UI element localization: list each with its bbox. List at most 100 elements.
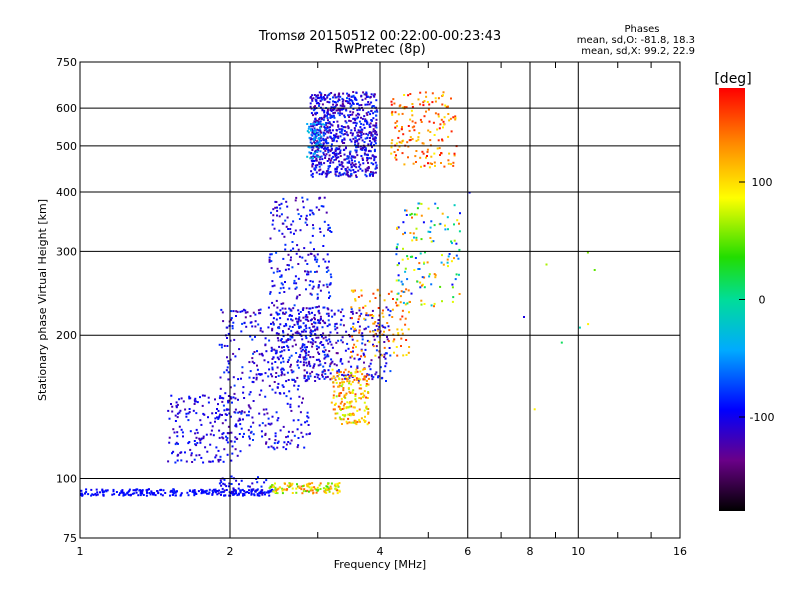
data-point bbox=[338, 385, 341, 388]
data-point bbox=[363, 146, 366, 149]
data-point bbox=[436, 147, 439, 150]
data-point bbox=[307, 273, 310, 276]
data-point bbox=[325, 271, 328, 273]
data-point bbox=[228, 412, 231, 415]
data-point bbox=[454, 115, 457, 118]
data-point bbox=[275, 251, 278, 254]
data-point bbox=[251, 360, 254, 363]
data-point bbox=[321, 98, 324, 101]
data-point bbox=[319, 150, 322, 153]
data-point bbox=[103, 490, 105, 493]
data-point bbox=[441, 138, 443, 141]
data-point bbox=[323, 491, 326, 494]
data-point bbox=[358, 161, 360, 164]
data-point bbox=[375, 126, 378, 129]
data-point bbox=[315, 157, 318, 160]
data-point bbox=[306, 123, 309, 125]
data-point bbox=[322, 205, 325, 208]
data-point bbox=[273, 284, 276, 287]
data-point bbox=[287, 346, 290, 349]
data-point bbox=[362, 162, 365, 165]
data-point bbox=[356, 370, 359, 373]
data-point bbox=[415, 150, 418, 152]
data-point bbox=[260, 491, 263, 494]
data-point bbox=[364, 348, 367, 351]
data-point bbox=[228, 482, 231, 485]
data-point bbox=[270, 260, 273, 263]
data-point bbox=[289, 403, 292, 406]
data-point bbox=[359, 384, 362, 386]
data-point bbox=[324, 154, 327, 157]
data-point bbox=[320, 155, 323, 158]
data-point bbox=[328, 291, 330, 294]
data-point bbox=[329, 340, 332, 343]
data-point bbox=[334, 101, 337, 104]
data-point bbox=[395, 346, 398, 348]
data-point bbox=[338, 164, 341, 167]
data-point bbox=[430, 155, 433, 158]
data-point bbox=[284, 219, 287, 222]
data-point bbox=[355, 117, 358, 120]
data-point bbox=[227, 425, 230, 428]
data-point bbox=[344, 126, 347, 129]
data-point bbox=[367, 392, 370, 394]
data-point bbox=[282, 360, 285, 363]
data-point bbox=[311, 338, 314, 341]
data-point bbox=[390, 152, 393, 155]
data-point bbox=[128, 488, 131, 491]
data-point bbox=[241, 371, 244, 374]
data-point bbox=[335, 132, 338, 135]
data-point bbox=[392, 298, 394, 300]
data-point bbox=[337, 137, 340, 140]
data-point bbox=[286, 333, 289, 336]
data-point bbox=[188, 441, 191, 443]
data-point bbox=[360, 355, 363, 358]
data-point bbox=[412, 162, 415, 165]
data-point bbox=[437, 97, 440, 100]
data-point bbox=[296, 244, 299, 247]
data-point bbox=[189, 490, 191, 492]
data-point bbox=[343, 371, 345, 374]
data-point bbox=[397, 279, 400, 282]
data-point bbox=[239, 489, 242, 492]
data-point bbox=[291, 482, 294, 485]
data-point bbox=[346, 171, 349, 174]
data-point bbox=[316, 293, 319, 296]
data-point bbox=[439, 222, 442, 225]
data-point bbox=[322, 332, 325, 335]
data-point bbox=[330, 231, 333, 233]
data-point bbox=[411, 120, 414, 123]
data-point bbox=[350, 163, 352, 166]
data-point bbox=[404, 267, 407, 270]
data-point bbox=[388, 347, 391, 349]
data-point bbox=[200, 456, 203, 459]
data-point bbox=[343, 142, 346, 144]
y-tick-label: 200 bbox=[56, 329, 77, 342]
data-point bbox=[383, 299, 386, 302]
data-point bbox=[309, 209, 312, 212]
data-point bbox=[304, 354, 307, 357]
data-point bbox=[307, 127, 310, 130]
data-point bbox=[433, 134, 436, 136]
data-point bbox=[353, 378, 356, 381]
data-point bbox=[265, 408, 268, 411]
data-point bbox=[337, 124, 340, 127]
data-point bbox=[320, 341, 323, 343]
data-point bbox=[309, 157, 312, 160]
data-point bbox=[290, 256, 292, 259]
data-point bbox=[307, 350, 310, 353]
data-point bbox=[274, 361, 277, 363]
colorbar-tick-label: 0 bbox=[759, 294, 766, 307]
data-point bbox=[337, 98, 340, 101]
data-point bbox=[323, 369, 326, 372]
data-point bbox=[337, 309, 340, 312]
data-point bbox=[329, 171, 332, 174]
data-point bbox=[337, 108, 340, 111]
data-point bbox=[185, 412, 188, 415]
data-point bbox=[321, 370, 324, 373]
data-point bbox=[313, 133, 316, 136]
data-point bbox=[326, 307, 329, 310]
data-point bbox=[317, 489, 320, 491]
data-point bbox=[344, 349, 347, 352]
data-point bbox=[434, 100, 437, 103]
